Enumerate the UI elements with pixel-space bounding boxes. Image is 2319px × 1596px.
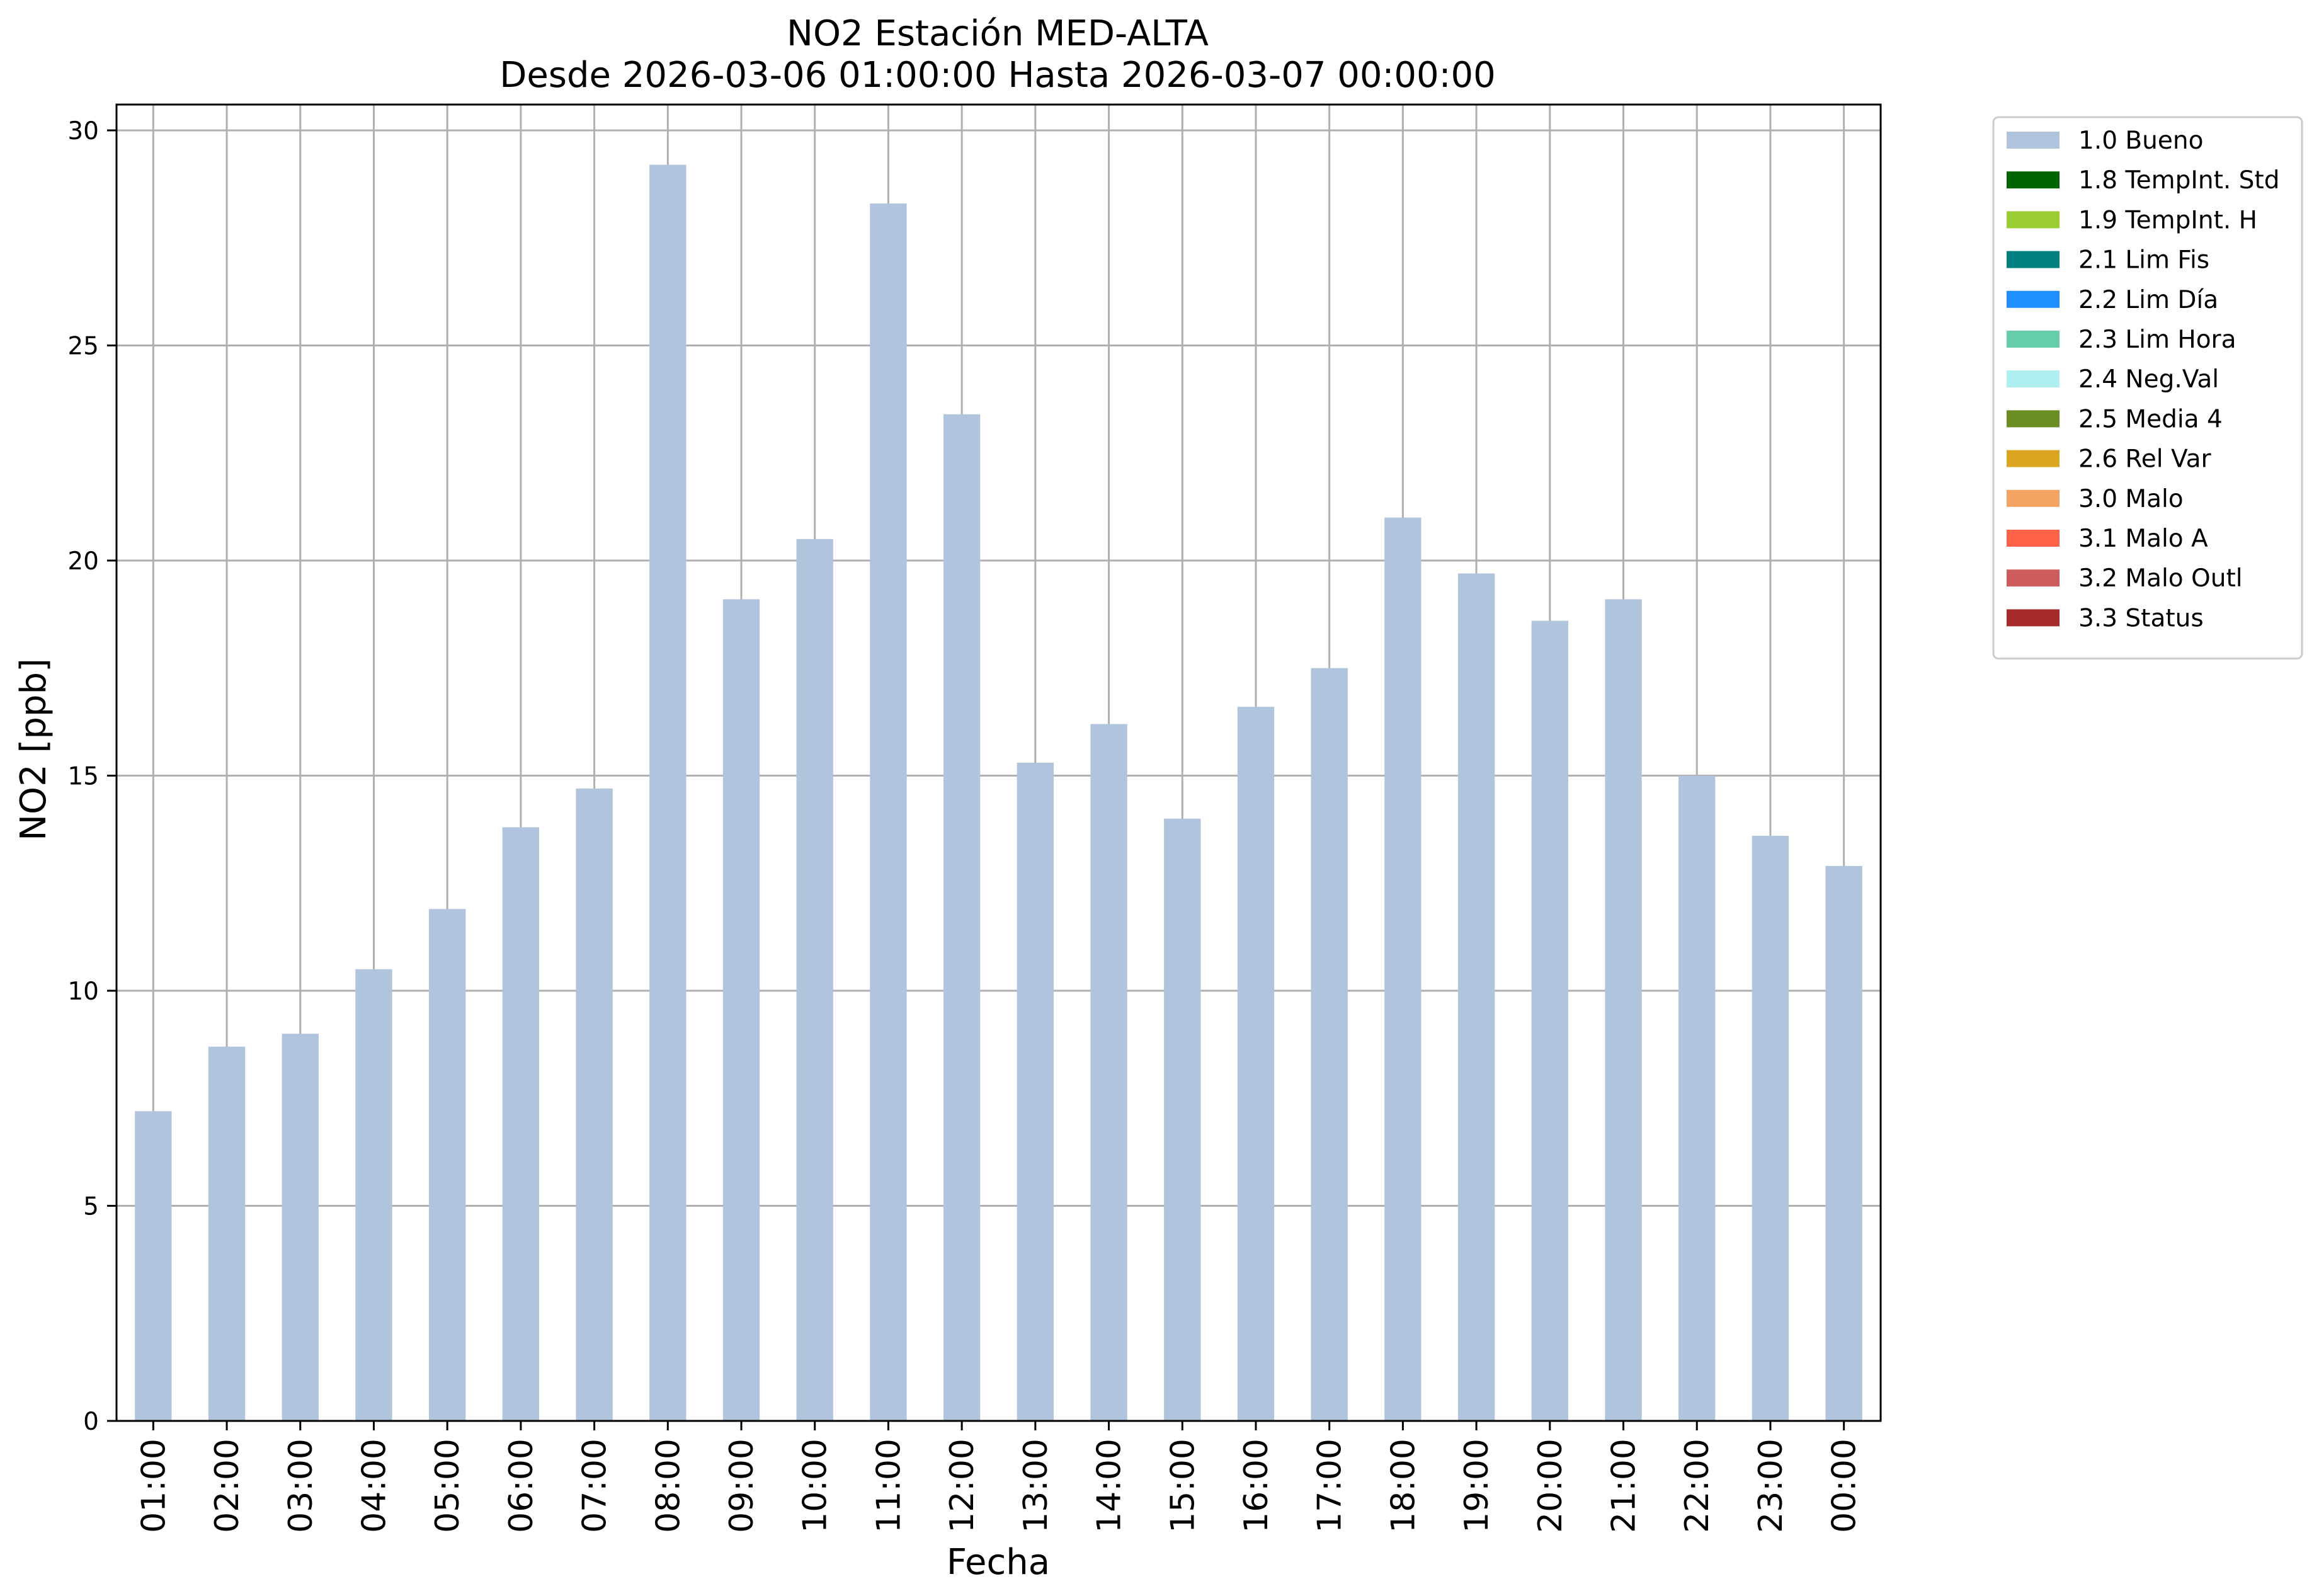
legend-label: 2.2 Lim Día bbox=[2078, 286, 2218, 314]
y-axis-ticks: 0 5 10 15 20 25 30 bbox=[67, 117, 117, 1436]
legend-label: 2.1 Lim Fis bbox=[2078, 246, 2209, 275]
x-tick-label: 03:00 bbox=[282, 1439, 320, 1533]
x-tick-label: 01:00 bbox=[135, 1439, 173, 1533]
x-tick-label: 18:00 bbox=[1384, 1439, 1422, 1533]
bar-13:00 bbox=[1017, 763, 1054, 1421]
y-tick-label: 25 bbox=[67, 332, 99, 360]
legend-label: 3.1 Malo A bbox=[2078, 525, 2208, 553]
legend-label: 2.6 Rel Var bbox=[2078, 445, 2212, 474]
bar-15:00 bbox=[1164, 818, 1201, 1421]
x-tick-label: 16:00 bbox=[1238, 1439, 1275, 1533]
x-tick-label: 00:00 bbox=[1826, 1439, 1864, 1533]
x-tick-label: 08:00 bbox=[649, 1439, 687, 1533]
legend-swatch bbox=[2007, 331, 2060, 348]
legend-label: 2.3 Lim Hora bbox=[2078, 326, 2236, 354]
legend-swatch bbox=[2007, 609, 2060, 627]
y-tick-label: 20 bbox=[67, 547, 99, 576]
legend-swatch bbox=[2007, 290, 2060, 308]
x-tick-label: 12:00 bbox=[943, 1439, 981, 1533]
bar-10:00 bbox=[796, 539, 833, 1421]
y-tick-label: 30 bbox=[67, 117, 99, 145]
legend-label: 1.0 Bueno bbox=[2078, 127, 2203, 155]
x-axis-ticks: 01:00 02:00 03:00 04:00 05:00 06:00 07:00 08:00… bbox=[135, 1421, 1864, 1533]
bar-16:00 bbox=[1237, 707, 1275, 1421]
bar-23:00 bbox=[1752, 836, 1789, 1421]
chart-title: NO2 Estación MED-ALTA bbox=[787, 13, 1209, 54]
bar-00:00 bbox=[1825, 865, 1862, 1421]
bar-07:00 bbox=[576, 788, 613, 1421]
bar-01:00 bbox=[135, 1111, 172, 1421]
x-tick-label: 20:00 bbox=[1532, 1439, 1570, 1533]
bar-17:00 bbox=[1311, 668, 1348, 1421]
x-tick-label: 07:00 bbox=[576, 1439, 614, 1533]
y-tick-label: 10 bbox=[67, 978, 99, 1006]
legend-label: 3.0 Malo bbox=[2078, 485, 2184, 513]
legend-label: 2.4 Neg.Val bbox=[2078, 365, 2219, 394]
x-tick-label: 21:00 bbox=[1605, 1439, 1643, 1533]
legend-label: 3.3 Status bbox=[2078, 604, 2204, 632]
legend-box bbox=[1992, 116, 2303, 660]
plot-area-frame bbox=[115, 103, 1882, 1422]
x-tick-label: 09:00 bbox=[723, 1439, 761, 1533]
x-tick-label: 11:00 bbox=[870, 1439, 908, 1533]
x-tick-label: 23:00 bbox=[1752, 1439, 1790, 1533]
legend-swatch bbox=[2007, 171, 2060, 189]
legend-swatch bbox=[2007, 530, 2060, 547]
x-tick-label: 14:00 bbox=[1091, 1439, 1129, 1533]
x-tick-label: 10:00 bbox=[797, 1439, 835, 1533]
bar-series bbox=[135, 164, 1862, 1422]
x-tick-label: 04:00 bbox=[355, 1439, 393, 1533]
legend-label: 3.2 Malo Outl bbox=[2078, 564, 2243, 593]
legend-swatch bbox=[2007, 132, 2060, 149]
legend-swatch bbox=[2007, 450, 2060, 467]
legend-swatch bbox=[2007, 251, 2060, 268]
bar-08:00 bbox=[649, 164, 687, 1422]
legend-swatch bbox=[2007, 211, 2060, 229]
x-tick-label: 15:00 bbox=[1164, 1439, 1202, 1533]
legend-swatch bbox=[2007, 569, 2060, 587]
bar-12:00 bbox=[943, 414, 981, 1422]
bar-18:00 bbox=[1384, 517, 1422, 1421]
chart-subtitle: Desde 2026-03-06 01:00:00 Hasta 2026-03-… bbox=[499, 55, 1496, 96]
x-tick-label: 06:00 bbox=[503, 1439, 540, 1533]
x-tick-label: 22:00 bbox=[1678, 1439, 1716, 1533]
x-tick-label: 05:00 bbox=[429, 1439, 467, 1533]
bar-04:00 bbox=[355, 969, 392, 1421]
bar-22:00 bbox=[1678, 775, 1716, 1421]
x-tick-label: 13:00 bbox=[1017, 1439, 1055, 1533]
x-tick-label: 19:00 bbox=[1458, 1439, 1496, 1533]
y-tick-label: 5 bbox=[83, 1192, 99, 1221]
y-tick-label: 15 bbox=[67, 762, 99, 790]
bar-11:00 bbox=[870, 203, 907, 1421]
x-tick-label: 02:00 bbox=[208, 1439, 246, 1533]
bar-05:00 bbox=[429, 909, 466, 1421]
legend-swatch bbox=[2007, 489, 2060, 507]
bar-02:00 bbox=[208, 1046, 246, 1421]
legend-label: 1.8 TempInt. Std bbox=[2078, 166, 2279, 195]
bar-14:00 bbox=[1090, 724, 1127, 1421]
bar-20:00 bbox=[1531, 620, 1568, 1421]
legend-label: 2.5 Media 4 bbox=[2078, 405, 2223, 433]
bar-21:00 bbox=[1605, 599, 1642, 1421]
legend: 1.0 Bueno 1.8 TempInt. Std 1.9 TempInt. H 2… bbox=[1992, 116, 2303, 660]
bar-06:00 bbox=[502, 827, 540, 1421]
legend-label: 1.9 TempInt. H bbox=[2078, 206, 2257, 234]
legend-swatch bbox=[2007, 370, 2060, 388]
bar-19:00 bbox=[1457, 573, 1495, 1422]
bar-09:00 bbox=[722, 599, 760, 1421]
y-tick-label: 0 bbox=[83, 1408, 99, 1436]
y-axis-label: NO2 [ppb] bbox=[13, 658, 54, 841]
legend-swatch bbox=[2007, 410, 2060, 428]
x-tick-label: 17:00 bbox=[1311, 1439, 1349, 1533]
x-axis-label: Fecha bbox=[947, 1542, 1050, 1583]
bar-03:00 bbox=[282, 1034, 319, 1421]
